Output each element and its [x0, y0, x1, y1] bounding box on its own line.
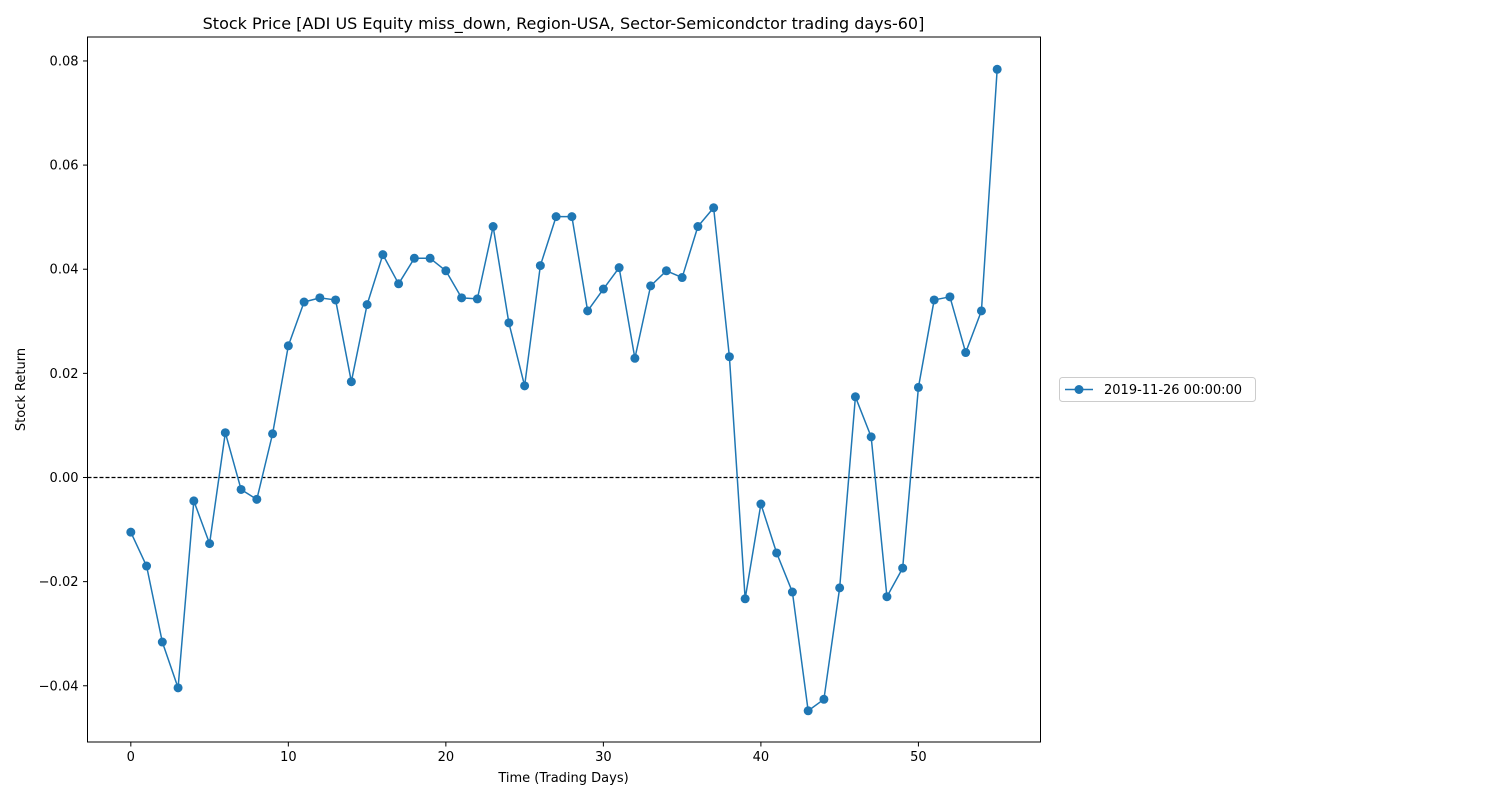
y-tick-label: 0.06 — [50, 159, 79, 174]
data-point — [236, 484, 246, 494]
data-point — [661, 266, 671, 276]
data-point — [693, 222, 703, 232]
data-point — [425, 253, 435, 263]
data-point — [142, 561, 152, 571]
y-tick-label: 0.00 — [50, 471, 79, 486]
data-point — [614, 263, 624, 273]
axes-layer: 0 10 20 30 40 50 −0.04 −0.02 0.00 0.02 0.04 0.06 0.0… — [39, 36, 1041, 765]
legend-label: 2019-11-26 00:00:00 — [1104, 383, 1242, 398]
y-tick-label: −0.04 — [39, 679, 79, 694]
data-point — [205, 539, 215, 549]
x-axis-label: Time (Trading Days) — [497, 771, 628, 786]
data-point — [913, 382, 923, 392]
chart-title: Stock Price [ADI US Equity miss_down, Re… — [203, 14, 925, 34]
data-point — [362, 300, 372, 310]
data-point — [882, 592, 892, 602]
data-point — [724, 352, 734, 362]
data-point — [709, 203, 719, 213]
legend: 2019-11-26 00:00:00 — [1059, 377, 1256, 402]
legend-marker — [1074, 385, 1084, 394]
data-point — [992, 64, 1002, 74]
data-point — [740, 594, 750, 604]
y-tick-label: 0.08 — [50, 54, 79, 69]
data-point — [567, 212, 577, 222]
data-point — [394, 279, 404, 289]
data-point — [315, 293, 325, 303]
data-point — [819, 694, 829, 704]
data-point — [945, 292, 955, 302]
data-point — [378, 250, 388, 260]
axes-frame — [87, 36, 1041, 743]
data-point — [157, 637, 167, 647]
y-tick-label: 0.02 — [50, 367, 79, 382]
x-tick-label: 10 — [280, 750, 297, 765]
data-point — [772, 548, 782, 558]
data-point — [787, 587, 797, 597]
data-point — [630, 353, 640, 363]
data-point — [976, 306, 986, 316]
data-point — [488, 222, 498, 232]
data-point — [677, 273, 687, 283]
data-point — [803, 706, 813, 716]
data-point — [346, 377, 356, 387]
data-point — [457, 293, 467, 303]
data-point — [504, 318, 514, 328]
plot-area — [87, 37, 1041, 742]
x-tick-label: 0 — [127, 750, 135, 765]
data-point — [299, 297, 309, 307]
data-point — [173, 683, 183, 693]
x-tick-label: 50 — [910, 750, 927, 765]
y-axis-label: Stock Return — [14, 348, 29, 431]
x-tick-label: 30 — [595, 750, 612, 765]
data-point — [283, 341, 293, 351]
legend-box — [1059, 377, 1256, 402]
data-point — [126, 527, 136, 537]
data-point — [331, 295, 341, 305]
x-tick-label: 40 — [753, 750, 770, 765]
data-point — [850, 392, 860, 402]
series-layer — [126, 64, 1002, 716]
data-point — [472, 294, 482, 304]
y-tick-label: 0.04 — [50, 263, 79, 278]
y-tick-label: −0.02 — [39, 575, 79, 590]
series-line — [130, 69, 998, 712]
data-point — [598, 284, 608, 294]
data-point — [520, 381, 530, 391]
data-point — [961, 348, 971, 358]
data-point — [441, 266, 451, 276]
data-point — [866, 432, 876, 442]
data-point — [551, 212, 561, 222]
data-point — [583, 306, 593, 316]
data-point — [409, 253, 419, 263]
x-tick-label: 20 — [438, 750, 455, 765]
data-point — [535, 261, 545, 271]
data-point — [929, 295, 939, 305]
data-point — [252, 494, 262, 504]
data-point — [756, 499, 766, 509]
data-point — [220, 428, 230, 438]
data-point — [268, 429, 278, 439]
data-point — [646, 281, 656, 291]
data-point — [898, 563, 908, 573]
data-point — [189, 496, 199, 506]
data-point — [835, 583, 845, 593]
